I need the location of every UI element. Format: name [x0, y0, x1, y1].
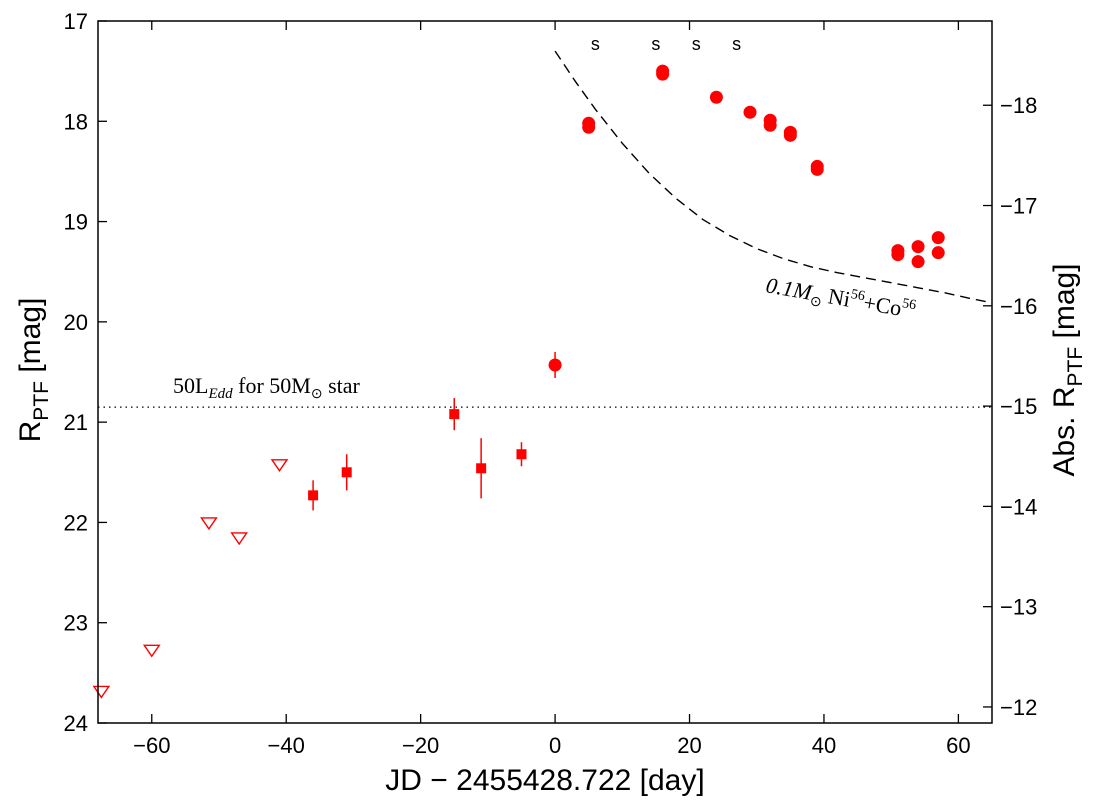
nickel-label-sun: ⊙	[809, 294, 823, 311]
y2-tick-label: −14	[1000, 494, 1037, 519]
y2-tick-label: −13	[1000, 595, 1037, 620]
y-tick-label: 24	[64, 711, 88, 736]
y-axis-title-main: R	[14, 421, 47, 443]
nickel-label-prefix: 0.1M	[764, 272, 815, 305]
spectrum-marker: s	[692, 34, 701, 54]
y2-tick-label: −18	[1000, 93, 1037, 118]
outburst-point	[810, 162, 824, 176]
spectrum-marker: s	[591, 34, 600, 54]
x-axis-title: JD − 2455428.722 [day]	[385, 764, 704, 797]
outburst-point	[891, 248, 905, 262]
spectrum-marker: s	[651, 34, 660, 54]
eddington-label-sun: ⊙	[311, 387, 323, 402]
nickel-label-ni-sup: 56	[850, 287, 866, 304]
precursor-point	[476, 463, 487, 474]
upper-limit-point	[142, 644, 161, 658]
y-axis-title-sub: PTF	[30, 381, 53, 421]
nickel-decay-model-line	[554, 50, 993, 304]
outburst-point	[763, 118, 777, 132]
x-tick-label: 0	[549, 733, 561, 758]
upper-limit-point	[92, 685, 111, 699]
spectrum-marker: s	[732, 34, 741, 54]
y-axis-title: RPTF [mag]	[14, 298, 53, 443]
upper-limit-point	[200, 517, 218, 531]
ticks-layer: −60 −40 −20 0 20 40 60 17 18 19 20 21 22 23 24 −18 −17 −1…	[64, 9, 1038, 758]
y2-tick-label: −12	[1000, 695, 1037, 720]
y-axis-title-unit: [mag]	[14, 298, 47, 381]
nickel-label-co: +Co	[862, 290, 904, 321]
y2-axis-title-main: Abs. R	[1048, 387, 1081, 477]
y2-tick-label: −15	[1000, 394, 1037, 419]
eddington-label-sub: Edd	[207, 386, 233, 402]
eddington-label-prefix: 50L	[173, 373, 208, 398]
upper-limit-point	[270, 459, 289, 473]
y2-axis-title-unit: [mag]	[1048, 263, 1081, 346]
outburst-point	[656, 67, 670, 81]
y2-tick-label: −17	[1000, 194, 1037, 219]
nickel-model-label: 0.1M⊙ Ni56+Co56	[763, 272, 917, 327]
x-tick-label: 40	[812, 733, 836, 758]
outburst-point	[931, 246, 945, 260]
eddington-label: 50LEdd for 50M⊙ star	[173, 373, 361, 402]
y-tick-label: 21	[64, 410, 88, 435]
x-tick-label: −60	[133, 733, 170, 758]
y2-axis-title-sub: PTF	[1064, 347, 1087, 387]
y2-axis-title: Abs. RPTF [mag]	[1048, 263, 1087, 476]
plot-frame	[97, 20, 993, 724]
y-tick-label: 17	[64, 9, 88, 34]
eddington-label-middle: for 50M	[233, 373, 311, 398]
y2-tick-label: −16	[1000, 294, 1037, 319]
x-tick-label: 20	[677, 733, 701, 758]
outburst-point	[743, 105, 757, 119]
precursor-point	[341, 467, 352, 478]
y-tick-label: 18	[64, 109, 88, 134]
outburst-point	[911, 255, 925, 269]
x-tick-label: −40	[268, 733, 305, 758]
precursor-point	[308, 490, 319, 501]
eddington-label-suffix: star	[323, 373, 361, 398]
y-tick-label: 23	[64, 611, 88, 636]
y-tick-label: 22	[64, 510, 88, 535]
x-tick-label: 60	[946, 733, 970, 758]
nickel-label-ni: Ni	[821, 282, 852, 311]
x-tick-label: −20	[402, 733, 439, 758]
precursor-point	[516, 449, 527, 460]
y-tick-label: 19	[64, 210, 88, 235]
outburst-point	[911, 240, 925, 254]
nickel-label-co-sup: 56	[901, 296, 917, 313]
outburst-point	[783, 128, 797, 142]
upper-limit-point	[230, 532, 248, 546]
precursor-point	[449, 409, 460, 420]
outburst-point	[709, 90, 723, 104]
outburst-point	[582, 120, 596, 134]
y-tick-label: 20	[64, 310, 88, 335]
outburst-point	[931, 231, 945, 245]
outburst-point	[548, 358, 562, 372]
